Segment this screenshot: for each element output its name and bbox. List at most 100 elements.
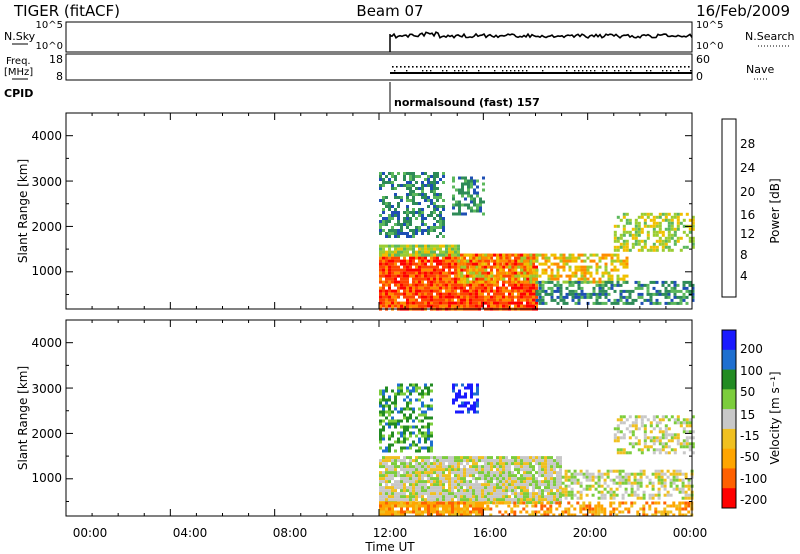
power-cell bbox=[394, 175, 397, 178]
velocity-cell bbox=[658, 427, 662, 431]
power-cell bbox=[580, 253, 584, 257]
velocity-cell bbox=[559, 483, 562, 487]
velocity-cell bbox=[499, 477, 502, 481]
velocity-cell bbox=[550, 489, 553, 493]
power-cell bbox=[682, 292, 686, 296]
velocity-cell bbox=[478, 468, 481, 472]
power-cell bbox=[469, 295, 472, 299]
power-cell bbox=[676, 218, 680, 222]
velocity-cell bbox=[684, 490, 688, 494]
velocity-cell bbox=[481, 489, 484, 493]
nave-dots bbox=[392, 66, 692, 72]
velocity-cell bbox=[526, 468, 529, 472]
velocity-cell bbox=[570, 513, 574, 517]
power-cell bbox=[691, 298, 695, 302]
power-cell bbox=[514, 265, 518, 269]
power-cell bbox=[454, 268, 457, 272]
velocity-cbar-tick-m50: -50 bbox=[740, 450, 760, 464]
power-cell bbox=[592, 253, 596, 257]
power-cell bbox=[424, 229, 427, 232]
power-cell bbox=[652, 280, 656, 284]
power-cell bbox=[439, 304, 442, 308]
velocity-cell bbox=[464, 392, 467, 396]
power-cell bbox=[529, 298, 532, 302]
power-cell bbox=[481, 289, 484, 293]
velocity-cell bbox=[385, 477, 388, 481]
velocity-cell bbox=[385, 456, 388, 460]
velocity-cell bbox=[442, 477, 445, 481]
power-cell bbox=[643, 283, 647, 287]
power-cell bbox=[466, 268, 470, 272]
power-cell bbox=[388, 268, 391, 272]
velocity-cell bbox=[400, 501, 403, 505]
velocity-cell bbox=[585, 507, 589, 511]
velocity-cell bbox=[556, 465, 559, 469]
velocity-cell bbox=[514, 498, 517, 502]
power-cell bbox=[514, 301, 517, 305]
power-cell bbox=[487, 283, 490, 287]
velocity-cell bbox=[664, 451, 668, 455]
freq-label-line1: Freq. bbox=[6, 56, 31, 67]
power-cell bbox=[458, 212, 461, 216]
velocity-cell bbox=[412, 383, 415, 387]
power-cell bbox=[412, 202, 415, 205]
nave-dot bbox=[612, 66, 614, 68]
power-cell bbox=[625, 280, 629, 284]
velocity-cell bbox=[670, 433, 674, 437]
velocity-cell bbox=[588, 507, 592, 511]
velocity-cell bbox=[472, 510, 475, 514]
velocity-cell bbox=[412, 498, 415, 502]
velocity-cell bbox=[455, 383, 458, 387]
velocity-cell bbox=[678, 501, 682, 505]
velocity-cell bbox=[382, 504, 385, 508]
power-cell bbox=[487, 289, 490, 293]
power-cell bbox=[400, 244, 403, 248]
power-cell bbox=[385, 268, 388, 272]
power-cell bbox=[502, 274, 505, 278]
velocity-cell bbox=[544, 456, 547, 460]
velocity-cell bbox=[478, 495, 481, 499]
velocity-cell bbox=[688, 436, 692, 440]
velocity-cell bbox=[553, 495, 556, 499]
velocity-cell bbox=[628, 451, 632, 455]
power-cell bbox=[502, 259, 505, 263]
power-cell bbox=[442, 181, 445, 184]
velocity-cell bbox=[460, 501, 463, 505]
power-cell bbox=[470, 197, 473, 201]
power-cell bbox=[490, 286, 493, 290]
velocity-cell bbox=[672, 475, 676, 479]
power-cell bbox=[448, 253, 451, 257]
power-cell bbox=[499, 298, 502, 302]
nave-dot bbox=[580, 66, 582, 68]
power-cell bbox=[490, 298, 493, 302]
power-cell bbox=[583, 295, 587, 299]
power-cell bbox=[505, 301, 508, 305]
velocity-cell bbox=[469, 504, 472, 508]
power-cell bbox=[601, 256, 605, 260]
power-cell bbox=[634, 236, 638, 240]
power-cell bbox=[397, 172, 400, 175]
velocity-cell bbox=[379, 392, 382, 396]
velocity-cell bbox=[400, 425, 403, 429]
nave-dot bbox=[528, 66, 530, 68]
velocity-cell bbox=[412, 465, 415, 469]
velocity-cell bbox=[403, 510, 406, 514]
velocity-cell bbox=[664, 436, 668, 440]
power-cell bbox=[643, 224, 647, 228]
power-cell bbox=[445, 259, 448, 263]
velocity-cell bbox=[538, 480, 541, 484]
power-cell bbox=[670, 280, 674, 284]
power-cell bbox=[379, 295, 382, 299]
velocity-cell bbox=[540, 513, 544, 517]
power-cell bbox=[487, 256, 491, 260]
velocity-cell bbox=[655, 424, 659, 428]
power-cell bbox=[394, 253, 397, 257]
power-cell bbox=[439, 277, 442, 281]
power-cell bbox=[574, 289, 578, 293]
power-cell bbox=[412, 277, 415, 281]
power-cell bbox=[478, 280, 482, 284]
power-cell bbox=[382, 184, 385, 187]
velocity-cell bbox=[451, 480, 454, 484]
velocity-cell bbox=[457, 471, 460, 475]
power-cell bbox=[473, 209, 476, 213]
